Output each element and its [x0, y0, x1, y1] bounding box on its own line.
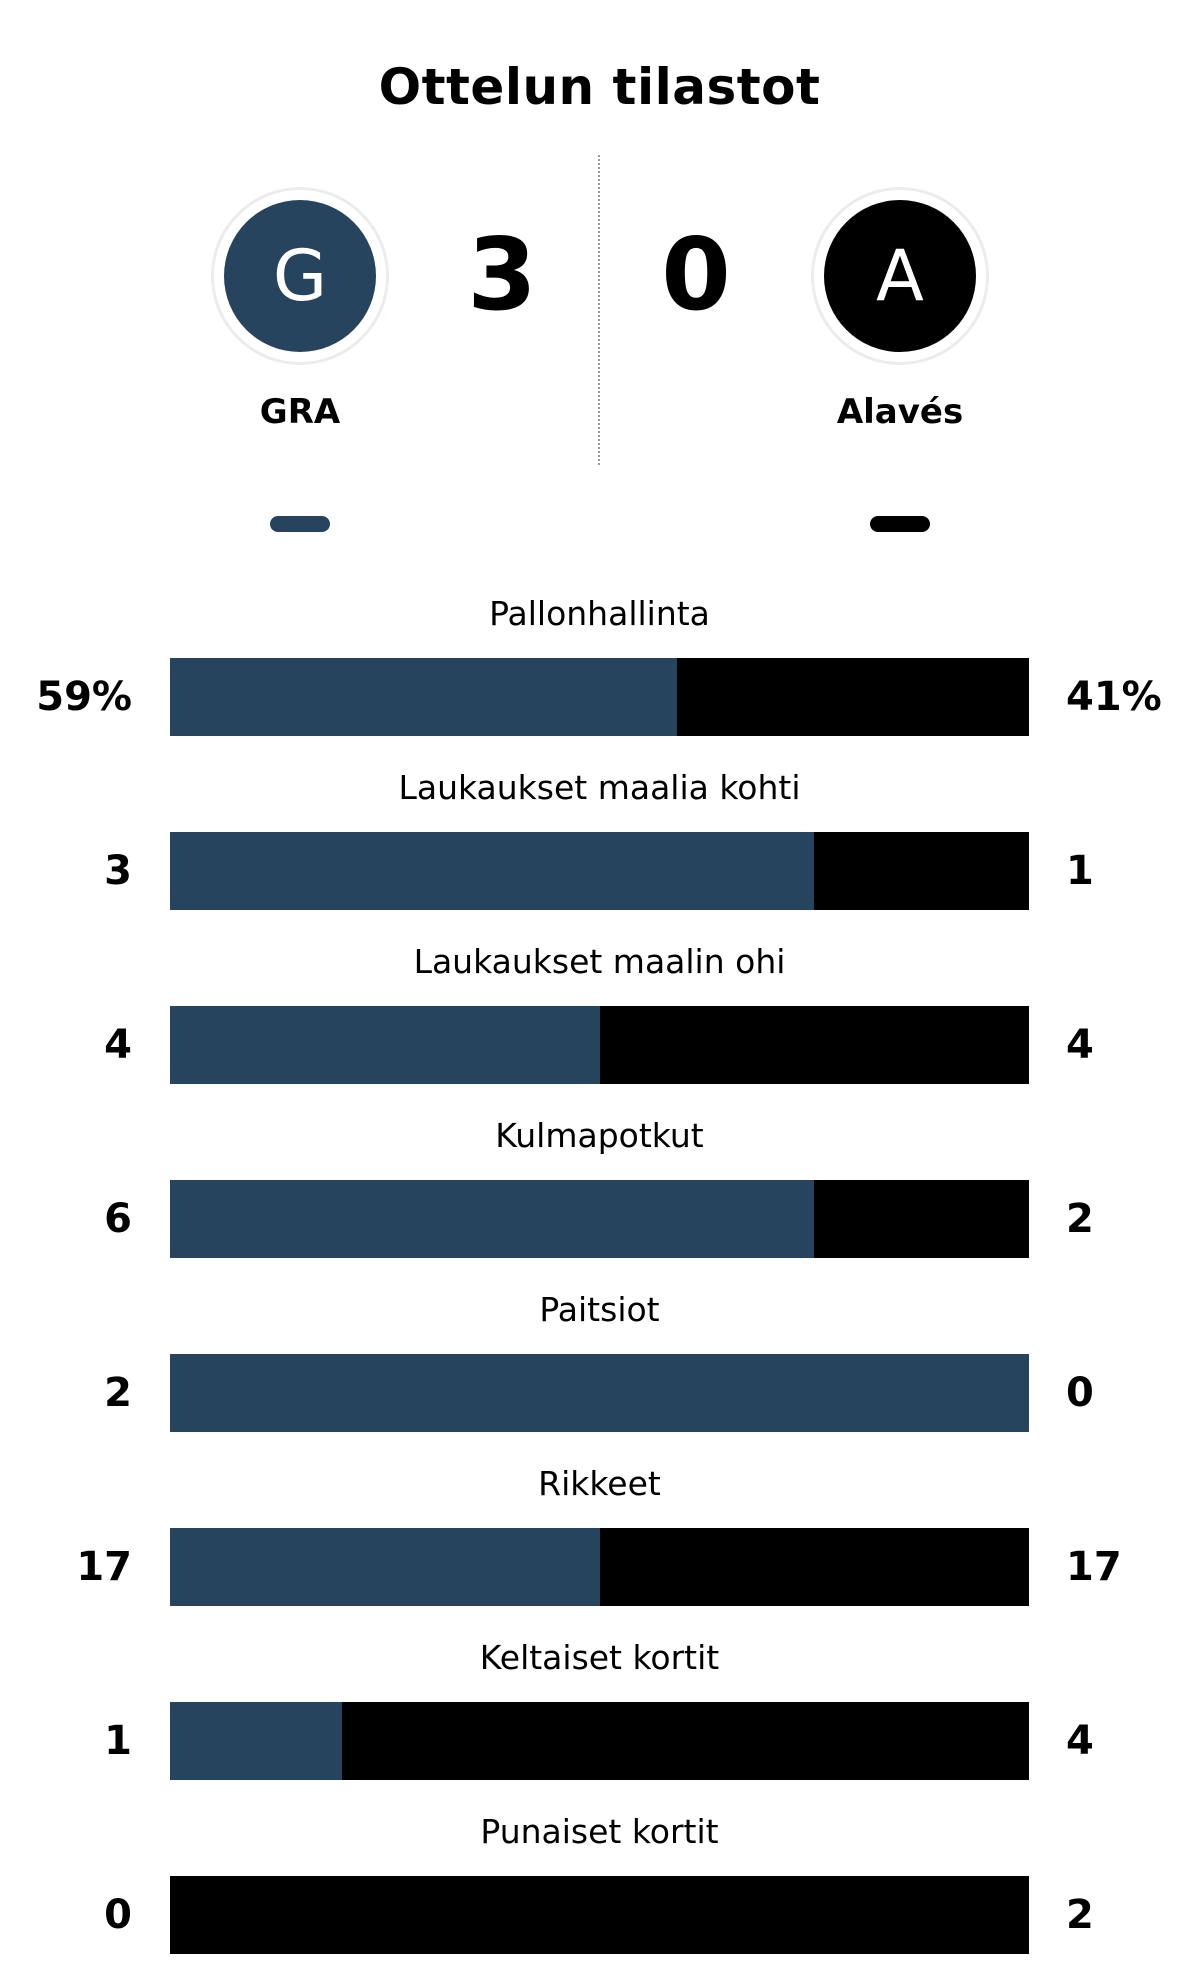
page-title: Ottelun tilastot	[378, 58, 821, 116]
stat-bar-away-segment	[599, 1006, 1029, 1084]
stat-bar-away-segment	[676, 658, 1029, 736]
home-team-logo[interactable]: G	[211, 187, 389, 365]
stat-bar-home-segment	[170, 1180, 815, 1258]
stat-bar-home-segment	[170, 1702, 342, 1780]
stat-away-value: 2	[1066, 1892, 1094, 1938]
stat-bar	[170, 832, 1029, 910]
stat-home-value: 59%	[36, 674, 132, 720]
stat-bar-away-segment	[814, 832, 1029, 910]
stat-bar	[170, 1528, 1029, 1606]
home-team-logo-letter: G	[224, 200, 376, 352]
stat-home-value: 1	[104, 1718, 132, 1764]
stat-bar-home-segment	[170, 1528, 600, 1606]
stat-bar-away-segment	[814, 1180, 1029, 1258]
stat-away-value: 17	[1066, 1544, 1122, 1590]
stat-label: Paitsiot	[539, 1290, 660, 1329]
stat-away-value: 4	[1066, 1022, 1094, 1068]
stat-away-value: 0	[1066, 1370, 1094, 1416]
away-team-logo-letter: A	[824, 200, 976, 352]
stat-label: Punaiset kortit	[480, 1812, 719, 1851]
center-divider	[598, 155, 600, 465]
stat-label: Laukaukset maalin ohi	[413, 942, 786, 981]
stat-home-value: 2	[104, 1370, 132, 1416]
stat-bar	[170, 1702, 1029, 1780]
stat-home-value: 3	[104, 848, 132, 894]
stat-label: Rikkeet	[538, 1464, 661, 1503]
stat-bar-home-segment	[170, 832, 815, 910]
stat-label: Keltaiset kortit	[479, 1638, 720, 1677]
stat-bar-away-segment	[170, 1876, 1029, 1954]
stat-label: Pallonhallinta	[489, 594, 710, 633]
stat-away-value: 1	[1066, 848, 1094, 894]
stat-home-value: 0	[104, 1892, 132, 1938]
stat-bar-home-segment	[170, 1354, 1029, 1432]
stat-away-value: 41%	[1066, 674, 1162, 720]
stat-bar-away-segment	[341, 1702, 1029, 1780]
stat-bar-home-segment	[170, 1006, 600, 1084]
stat-home-value: 17	[76, 1544, 132, 1590]
away-team-logo[interactable]: A	[811, 187, 989, 365]
home-team-name[interactable]: GRA	[259, 392, 341, 432]
home-score: 3	[467, 216, 537, 333]
stat-bar	[170, 1876, 1029, 1954]
home-color-indicator	[270, 516, 330, 532]
stat-home-value: 4	[104, 1022, 132, 1068]
stat-label: Laukaukset maalia kohti	[398, 768, 801, 807]
stat-bar	[170, 1006, 1029, 1084]
away-color-indicator	[870, 516, 930, 532]
stat-home-value: 6	[104, 1196, 132, 1242]
stat-bar	[170, 1354, 1029, 1432]
stat-label: Kulmapotkut	[495, 1116, 704, 1155]
stat-bar	[170, 1180, 1029, 1258]
stat-bar	[170, 658, 1029, 736]
away-team-name[interactable]: Alavés	[836, 392, 964, 432]
stat-bar-away-segment	[599, 1528, 1029, 1606]
stat-away-value: 4	[1066, 1718, 1094, 1764]
stat-away-value: 2	[1066, 1196, 1094, 1242]
away-score: 0	[661, 216, 731, 333]
stat-bar-home-segment	[170, 658, 677, 736]
